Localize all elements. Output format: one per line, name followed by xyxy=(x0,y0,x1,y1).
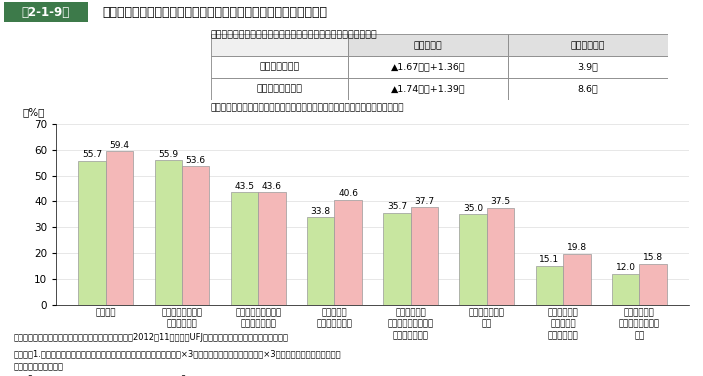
Bar xyxy=(211,35,348,56)
Bar xyxy=(508,35,668,56)
Bar xyxy=(536,265,563,305)
Text: 33.8: 33.8 xyxy=(311,207,331,216)
Bar xyxy=(348,35,508,56)
Text: 平均従業員数: 平均従業員数 xyxy=(571,41,605,50)
Bar xyxy=(211,56,348,78)
Bar xyxy=(508,56,668,78)
Text: （始期については、起業より何年前から起業準備を始めたのかを表している。）: （始期については、起業より何年前から起業準備を始めたのかを表している。） xyxy=(211,103,404,112)
Text: 8.6人: 8.6人 xyxy=(577,84,598,93)
Text: 53.6: 53.6 xyxy=(186,156,206,165)
Text: （萌芽期：本業の製品・商品・サービスによる売上がない段階）: （萌芽期：本業の製品・商品・サービスによる売上がない段階） xyxy=(211,30,378,39)
Text: 35.7: 35.7 xyxy=(387,202,407,211)
Bar xyxy=(105,152,134,305)
Text: 第2-1-9図: 第2-1-9図 xyxy=(22,6,70,19)
Bar xyxy=(563,253,591,305)
Bar xyxy=(307,217,335,305)
Text: 地域需要創出型: 地域需要創出型 xyxy=(259,62,299,71)
Text: 2.「萌芽期」、「成長初期」、「安定・拡大期」通算の回答数上位8項目を表示している。: 2.「萌芽期」、「成長初期」、「安定・拡大期」通算の回答数上位8項目を表示してい… xyxy=(14,374,238,376)
Text: ▲1.74年〜+1.39年: ▲1.74年〜+1.39年 xyxy=(391,84,465,93)
FancyBboxPatch shape xyxy=(4,3,88,22)
Text: 55.9: 55.9 xyxy=(158,150,179,159)
Text: 37.5: 37.5 xyxy=(491,197,510,206)
Text: 59.4: 59.4 xyxy=(110,141,129,150)
Bar xyxy=(383,212,411,305)
Bar xyxy=(508,78,668,100)
Bar xyxy=(155,161,182,305)
Bar xyxy=(460,214,487,305)
Text: 40.6: 40.6 xyxy=(338,190,359,198)
Text: 37.7: 37.7 xyxy=(414,197,434,206)
Bar xyxy=(411,207,438,305)
Text: 15.1: 15.1 xyxy=(539,255,560,264)
Bar xyxy=(231,193,258,305)
Text: 3.9人: 3.9人 xyxy=(577,62,598,71)
Bar xyxy=(182,166,209,305)
Text: いている。: いている。 xyxy=(14,363,64,372)
Text: ▲1.67年〜+1.36年: ▲1.67年〜+1.36年 xyxy=(391,62,465,71)
Text: 43.5: 43.5 xyxy=(235,182,254,191)
Text: 43.6: 43.6 xyxy=(262,182,282,191)
Bar xyxy=(612,274,640,305)
Bar xyxy=(258,192,285,305)
Text: 35.0: 35.0 xyxy=(463,204,483,213)
Text: 15.8: 15.8 xyxy=(643,253,663,262)
Bar xyxy=(348,56,508,78)
Text: 55.7: 55.7 xyxy=(82,150,102,159)
Text: 12.0: 12.0 xyxy=(616,263,636,272)
Y-axis label: （%）: （%） xyxy=(23,107,45,117)
Bar xyxy=(211,78,348,100)
Bar xyxy=(640,264,667,305)
Bar xyxy=(335,200,362,305)
Text: グローバル成長型: グローバル成長型 xyxy=(257,84,302,93)
Legend: 地域需要創出型　（n=1,344）, グローバル成長型　（n=576）: 地域需要創出型 （n=1,344）, グローバル成長型 （n=576） xyxy=(303,50,594,69)
Text: 始期〜終期: 始期〜終期 xyxy=(413,41,442,50)
Bar xyxy=(348,78,508,100)
Text: 19.8: 19.8 xyxy=(567,243,587,252)
Text: 資料：中小企業庁委託「起業の実態に関する調査」（2012年11月、三菱UFJリサーチ＆コンサルティング（株））: 資料：中小企業庁委託「起業の実態に関する調査」（2012年11月、三菱UFJリサ… xyxy=(14,333,289,342)
Text: 萌芽期における起業形態別の起業・事業運営上の課題（複数回答）: 萌芽期における起業形態別の起業・事業運営上の課題（複数回答） xyxy=(102,6,327,19)
Text: （注）　1.「始期〜終期」及び「平均従業員数」は、平均値－（標準偏差×3）未満及び平均値＋（標準偏差×3）超の数値を異常値として除: （注） 1.「始期〜終期」及び「平均従業員数」は、平均値－（標準偏差×3）未満及… xyxy=(14,350,342,359)
Bar xyxy=(487,208,515,305)
Bar xyxy=(78,161,105,305)
